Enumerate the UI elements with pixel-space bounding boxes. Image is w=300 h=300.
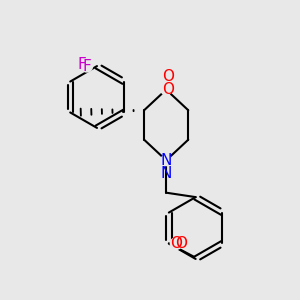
Text: F: F [78, 57, 87, 72]
Text: O: O [175, 236, 187, 251]
Circle shape [81, 60, 93, 72]
Text: O: O [162, 82, 174, 97]
Circle shape [170, 238, 182, 249]
Text: O: O [170, 236, 182, 251]
Text: N: N [160, 153, 172, 168]
Text: N: N [160, 166, 172, 181]
Text: F: F [82, 58, 91, 74]
Text: O: O [162, 69, 174, 84]
Circle shape [161, 155, 172, 166]
Circle shape [161, 84, 172, 95]
